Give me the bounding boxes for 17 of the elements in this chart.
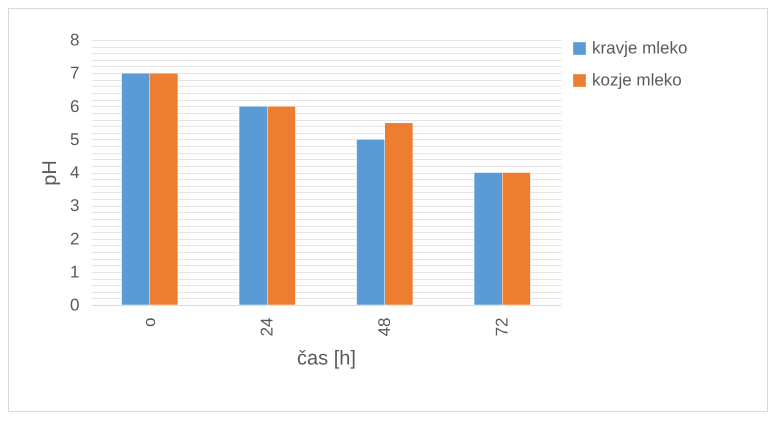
x-tick-label: 48 xyxy=(374,318,394,336)
legend-label: kozje mleko xyxy=(592,70,682,90)
x-tick-label: o xyxy=(140,318,159,327)
legend-label: kravje mleko xyxy=(592,38,688,58)
y-tick-label: 8 xyxy=(70,30,80,50)
x-axis-title: čas [h] xyxy=(297,347,356,370)
y-tick-label: 2 xyxy=(70,229,80,248)
y-tick-label: 6 xyxy=(70,96,80,116)
x-tick-label: 24 xyxy=(257,318,276,336)
y-tick-label: 4 xyxy=(70,163,80,182)
y-axis-title: pH xyxy=(39,160,62,186)
y-tick-label: 5 xyxy=(70,130,80,149)
y-tick-label: 1 xyxy=(70,262,80,282)
y-tick-label: 0 xyxy=(70,296,80,314)
y-tick-label: 3 xyxy=(70,196,80,216)
y-tick-label: 7 xyxy=(70,64,80,83)
x-tick-label: 72 xyxy=(492,318,512,336)
